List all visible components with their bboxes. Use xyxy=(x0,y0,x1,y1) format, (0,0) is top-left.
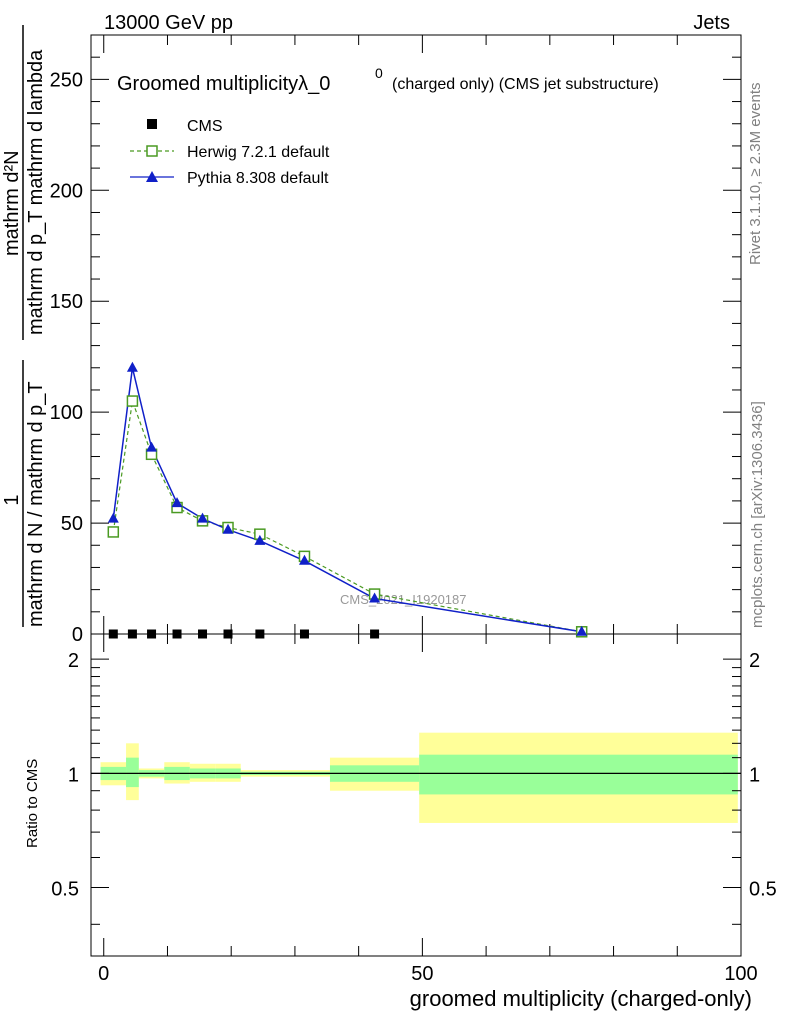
ratio-band-inner xyxy=(126,757,139,788)
legend-label-herwig: Herwig 7.2.1 default xyxy=(187,144,330,161)
pythia-line xyxy=(112,367,582,633)
main-y-axis-label: 1 mathrm d N / mathrm d p_T mathrm d²N m… xyxy=(1,25,47,627)
ratio-x-ticks: 0 50 100 xyxy=(98,634,758,985)
cms-point xyxy=(370,629,380,639)
plot-title-superscript: 0 xyxy=(375,65,383,81)
ylabel-prefactor-den: mathrm d N / mathrm d p_T xyxy=(25,381,47,627)
legend-marker-cms xyxy=(147,119,157,129)
main-y-tick-label: 100 xyxy=(50,402,83,424)
rivet-version-label: Rivet 3.1.10, ≥ 2.3M events xyxy=(747,83,764,266)
pythia-point xyxy=(369,592,381,603)
cms-point xyxy=(223,629,233,639)
main-y-tick-label: 200 xyxy=(50,180,83,202)
mcplots-label: mcplots.cern.ch [arXiv:1306.3436] xyxy=(749,401,766,628)
pythia-point xyxy=(254,534,266,545)
pythia-point xyxy=(298,554,310,565)
ratio-y-tick-label-right: 1 xyxy=(749,764,760,786)
main-y-ticks: 0 50 100 150 200 250 xyxy=(50,34,741,646)
cms-point xyxy=(198,629,208,639)
main-y-tick-label: 150 xyxy=(50,291,83,313)
ratio-y-axis-label: Ratio to CMS xyxy=(24,759,41,848)
ratio-y-tick-label: 0.5 xyxy=(51,879,79,901)
ratio-y-tick-label: 1 xyxy=(68,764,79,786)
pythia-point xyxy=(171,497,183,508)
herwig-point xyxy=(107,526,120,538)
ratio-y-tick-label-right: 2 xyxy=(749,650,760,672)
cms-point xyxy=(147,629,157,639)
main-y-tick-label: 0 xyxy=(72,624,83,646)
ylabel-denominator: mathrm d p_T mathrm d lambda xyxy=(25,49,47,335)
process-label: Jets xyxy=(693,12,730,34)
cms-point xyxy=(255,629,265,639)
ylabel-numerator: mathrm d²N xyxy=(1,150,23,256)
legend: CMS Herwig 7.2.1 default Pythia 8.308 de… xyxy=(130,118,330,187)
x-tick-label: 0 xyxy=(98,963,109,985)
ratio-bands xyxy=(91,732,741,823)
cms-point xyxy=(299,629,309,639)
legend-label-cms: CMS xyxy=(187,118,223,135)
pythia-point xyxy=(126,361,138,372)
plot-title-suffix: (charged only) (CMS jet substructure) xyxy=(392,76,659,93)
ratio-y-tick-label: 2 xyxy=(68,650,79,672)
x-tick-label: 50 xyxy=(411,963,433,985)
main-y-tick-label: 50 xyxy=(61,513,83,535)
cms-point xyxy=(172,629,182,639)
main-x-ticks xyxy=(103,35,742,634)
pythia-point xyxy=(576,625,588,636)
x-axis-label: groomed multiplicity (charged-only) xyxy=(410,986,752,1011)
ratio-band-inner xyxy=(419,754,738,795)
ratio-y-tick-label-right: 0.5 xyxy=(749,879,777,901)
main-y-tick-label: 250 xyxy=(50,69,83,91)
series-layer xyxy=(107,361,588,639)
legend-label-pythia: Pythia 8.308 default xyxy=(187,170,329,187)
energy-label: 13000 GeV pp xyxy=(104,12,233,34)
legend-marker-pythia xyxy=(146,171,158,182)
ylabel-prefactor-num: 1 xyxy=(1,494,23,505)
x-tick-label: 100 xyxy=(724,963,757,985)
pythia-point xyxy=(222,523,234,534)
pythia-point xyxy=(146,441,158,452)
pythia-point xyxy=(197,512,209,523)
plot-title-main: Groomed multiplicityλ_0 xyxy=(117,73,330,95)
herwig-point xyxy=(126,395,139,407)
cms-point xyxy=(127,629,137,639)
pythia-point xyxy=(107,512,119,523)
analysis-watermark: CMS_2021_I1920187 xyxy=(340,592,467,607)
cms-point xyxy=(108,629,118,639)
ratio-plot-frame xyxy=(90,633,742,957)
legend-marker-herwig xyxy=(146,145,158,157)
ratio-y-ticks: 0.5 0.5 1 1 2 2 xyxy=(51,650,777,925)
plot-title: Groomed multiplicityλ_0 0 (charged only)… xyxy=(117,65,659,95)
